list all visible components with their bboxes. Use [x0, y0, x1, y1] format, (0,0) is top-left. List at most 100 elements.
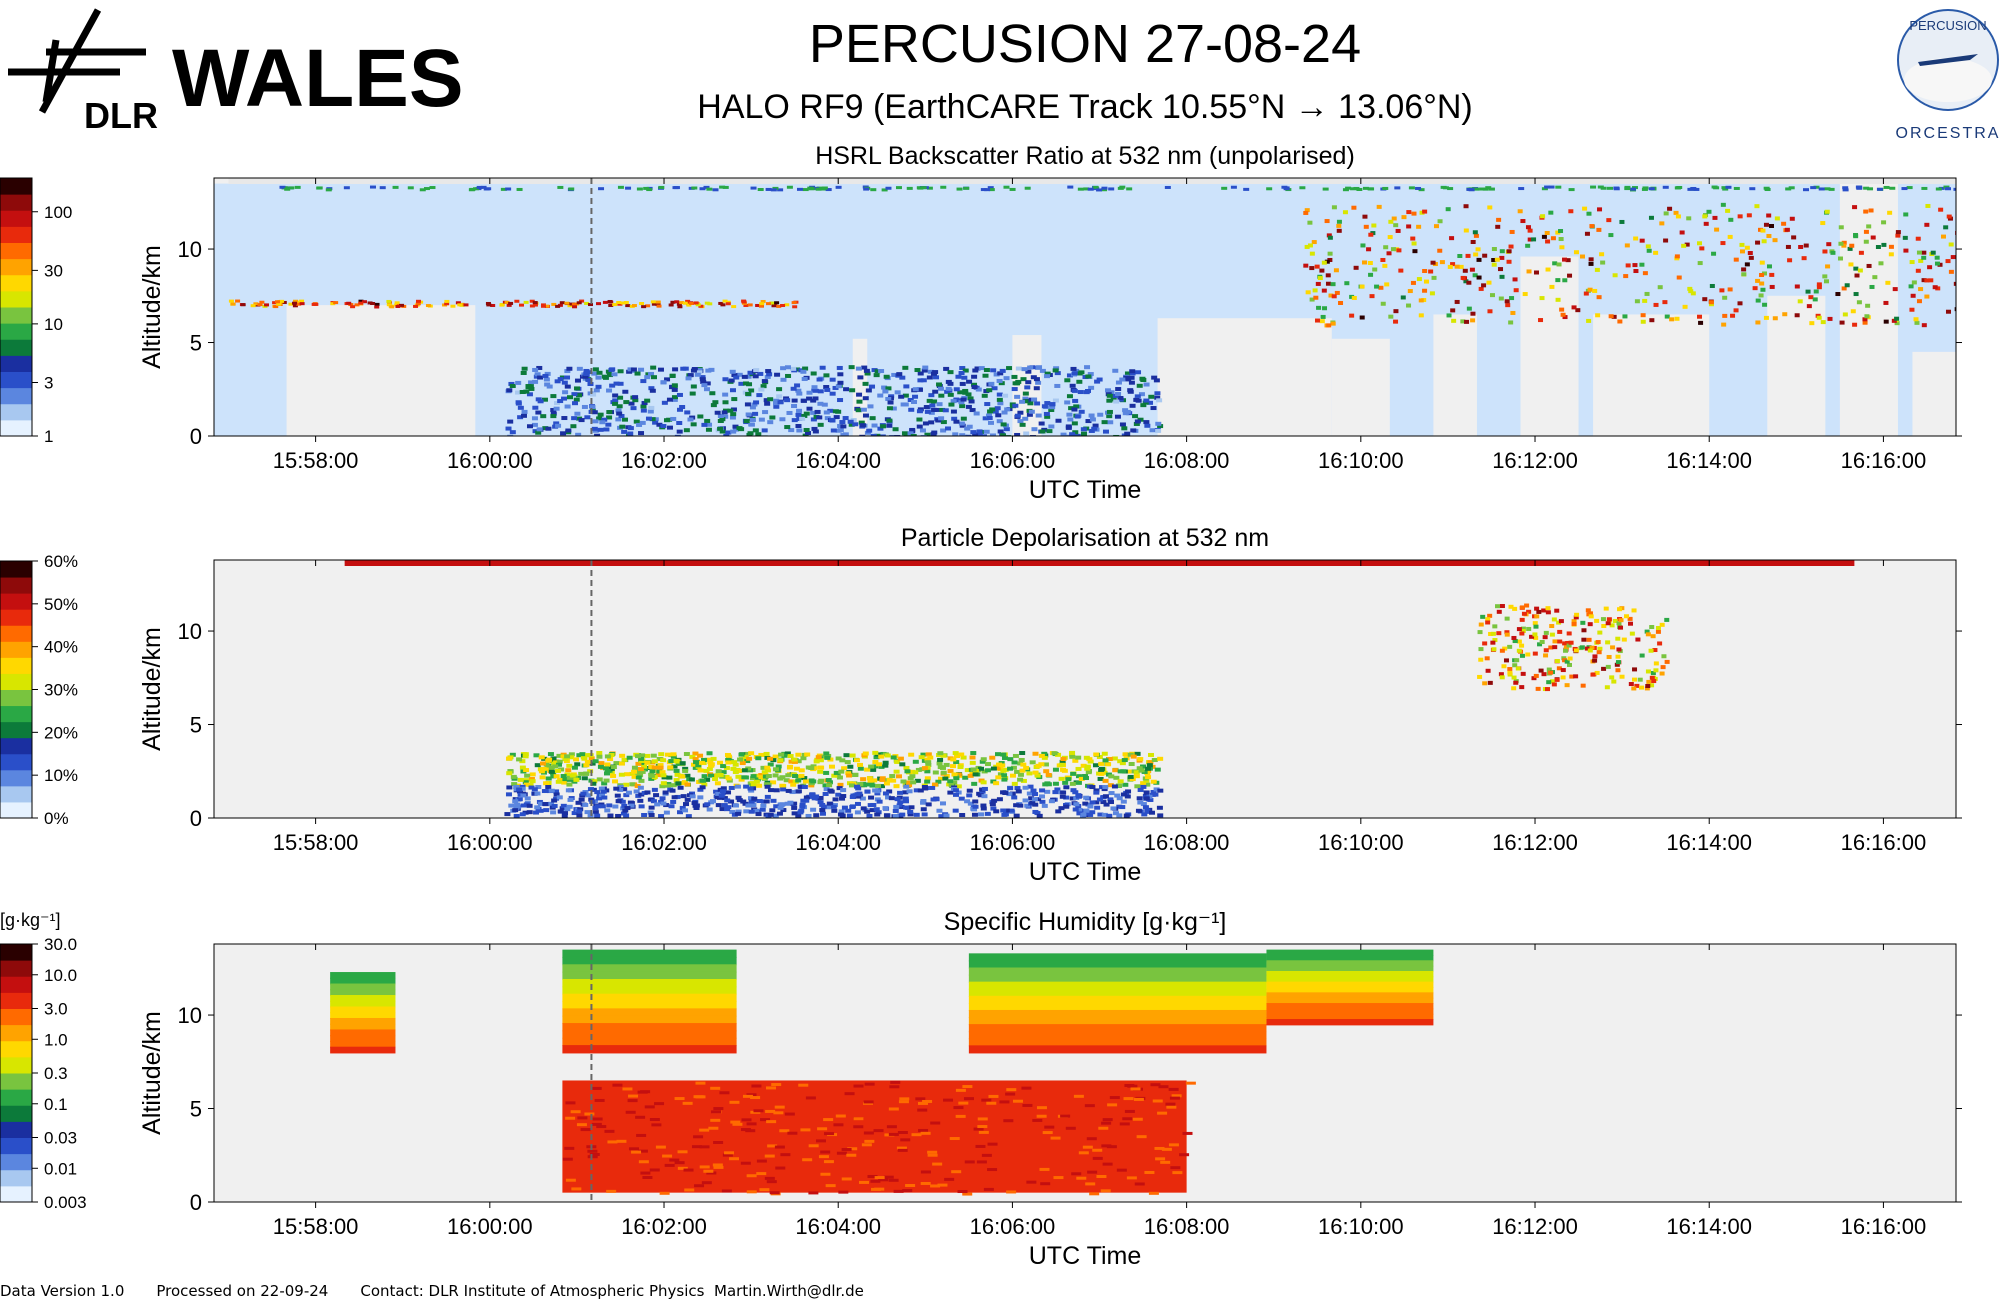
convective-cloud-cell [1739, 249, 1745, 254]
convective-cloud-cell [1384, 282, 1390, 287]
humidity-cell [774, 1145, 785, 1149]
marine-layer-cell [615, 813, 622, 818]
convective-cloud-cell [1702, 297, 1708, 302]
cirrus-cell [1969, 188, 1975, 191]
ice-cloud-cell [1634, 683, 1640, 688]
humidity-cell [664, 1163, 675, 1167]
convective-cloud-cell [1351, 205, 1357, 210]
dust-layer-cell [703, 768, 710, 773]
colorbar-tick-label: 3 [44, 374, 53, 393]
marine-layer-cell [874, 791, 881, 796]
boundary-layer-cell [776, 387, 783, 392]
mid-level-layer-cell [444, 302, 450, 306]
colorbar-step [0, 1121, 32, 1138]
humidity-cell [1022, 1103, 1033, 1107]
mid-level-layer-cell [722, 299, 728, 303]
humidity-cell [766, 1086, 777, 1090]
humidity-cell [1102, 1118, 1113, 1122]
humidity-upper-band [968, 1045, 1267, 1054]
convective-cloud-cell [1934, 261, 1940, 266]
humidity-cell [853, 1125, 864, 1129]
humidity-cell [957, 1190, 968, 1194]
dust-layer-cell [993, 781, 1000, 786]
humidity-cell [722, 1153, 733, 1157]
convective-cloud-cell [1642, 298, 1648, 303]
dust-layer-cell [1137, 757, 1144, 762]
boundary-layer-cell [1049, 402, 1056, 407]
marine-layer-cell [817, 795, 824, 800]
dust-layer-cell [1127, 774, 1134, 779]
boundary-layer-cell [1088, 413, 1095, 418]
dust-layer-cell [1085, 770, 1092, 775]
ice-cloud-cell [1629, 631, 1635, 636]
dust-layer-cell [940, 770, 947, 775]
ice-cloud-cell [1611, 679, 1617, 684]
dust-layer-cell [635, 754, 642, 759]
humidity-cell [746, 1190, 757, 1194]
ice-cloud-cell [1645, 632, 1651, 637]
dust-layer-cell [831, 773, 838, 778]
convective-cloud-cell [1314, 264, 1320, 269]
ice-cloud-cell [1659, 671, 1665, 676]
boundary-layer-cell [812, 429, 819, 434]
dust-layer-cell [604, 762, 611, 767]
boundary-layer-cell [1055, 418, 1062, 423]
boundary-layer-cell [794, 383, 801, 388]
boundary-layer-cell [899, 375, 906, 380]
boundary-layer-cell [971, 382, 978, 387]
marine-layer-cell [801, 785, 808, 790]
ice-cloud-cell [1616, 621, 1622, 626]
mid-level-layer-cell [330, 302, 336, 306]
boundary-layer-cell [811, 388, 818, 393]
humidity-upper-band [968, 1017, 1267, 1026]
cirrus-cell [279, 185, 286, 189]
marine-layer-cell [1137, 787, 1144, 792]
humidity-cell [964, 1160, 975, 1164]
signal-gap [1839, 181, 1898, 436]
humidity-cell [874, 1187, 885, 1191]
colorbar-tick-label: 0.03 [44, 1129, 77, 1148]
cirrus-cell [658, 185, 665, 189]
marine-layer-cell [947, 790, 954, 795]
marine-layer-cell [1103, 802, 1110, 807]
humidity-cell [958, 1101, 969, 1105]
cirrus-cell [1394, 186, 1401, 190]
boundary-layer-cell [615, 417, 622, 422]
convective-cloud-cell [1755, 240, 1761, 245]
boundary-layer-cell [557, 377, 564, 382]
marine-layer-cell [596, 796, 603, 801]
ice-cloud-cell [1562, 641, 1568, 646]
ice-cloud-cell [1516, 648, 1522, 653]
dust-layer-cell [1058, 762, 1065, 767]
cirrus-cell [1342, 188, 1349, 192]
dust-layer-cell [761, 770, 768, 775]
humidity-cell [701, 1181, 712, 1185]
x-tick-label: 16:16:00 [1841, 830, 1927, 855]
colorbar-tick-label: 0.3 [44, 1064, 68, 1083]
dust-layer-cell [969, 760, 976, 765]
boundary-layer-cell [1153, 378, 1160, 383]
boundary-layer-cell [1035, 380, 1042, 385]
humidity-cell [874, 1176, 885, 1180]
dust-layer-cell [824, 755, 831, 760]
dust-layer-cell [1147, 760, 1154, 765]
convective-cloud-cell [1555, 297, 1561, 302]
mid-level-layer-cell [346, 301, 352, 305]
boundary-layer-cell [757, 371, 764, 376]
humidity-upper-band [330, 1029, 396, 1037]
convective-cloud-cell [1945, 309, 1951, 314]
humidity-cell [706, 1171, 717, 1175]
convective-cloud-cell [1681, 243, 1687, 248]
boundary-layer-cell [728, 378, 735, 383]
boundary-layer-cell [528, 386, 535, 391]
cirrus-cell [1345, 186, 1352, 190]
mid-level-layer-cell [631, 304, 637, 308]
convective-cloud-cell [1407, 289, 1413, 294]
boundary-layer-cell [1019, 399, 1026, 404]
marine-layer-cell [764, 794, 771, 799]
boundary-layer-cell [1130, 428, 1137, 433]
ice-cloud-cell [1615, 654, 1621, 659]
dust-layer-cell [980, 757, 987, 762]
dust-layer-cell [860, 777, 867, 782]
marine-layer-cell [715, 803, 722, 808]
